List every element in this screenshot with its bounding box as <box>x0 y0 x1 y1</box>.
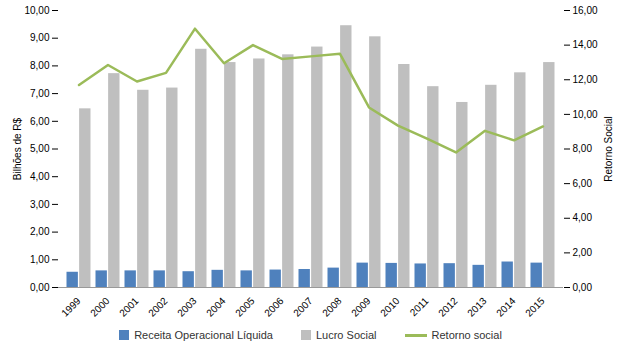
svg-text:1,00: 1,00 <box>30 254 50 265</box>
svg-text:6,00: 6,00 <box>30 116 50 127</box>
svg-text:2004: 2004 <box>204 295 228 319</box>
svg-text:2,00: 2,00 <box>573 247 593 258</box>
svg-text:2007: 2007 <box>291 295 315 319</box>
svg-text:2010: 2010 <box>378 295 402 319</box>
svg-text:2014: 2014 <box>494 295 518 319</box>
svg-text:12,00: 12,00 <box>573 74 598 85</box>
svg-text:2005: 2005 <box>233 295 257 319</box>
svg-text:7,00: 7,00 <box>30 88 50 99</box>
svg-text:10,00: 10,00 <box>573 109 598 120</box>
svg-text:14,00: 14,00 <box>573 39 598 50</box>
svg-text:2001: 2001 <box>117 295 141 319</box>
svg-text:2002: 2002 <box>146 295 170 319</box>
svg-text:2013: 2013 <box>465 295 489 319</box>
svg-text:3,00: 3,00 <box>30 199 50 210</box>
svg-text:2012: 2012 <box>436 295 460 319</box>
svg-text:6,00: 6,00 <box>573 178 593 189</box>
svg-text:2000: 2000 <box>88 295 112 319</box>
svg-text:4,00: 4,00 <box>30 171 50 182</box>
svg-text:4,00: 4,00 <box>573 212 593 223</box>
html-text:Retorno social: Retorno social <box>431 329 502 341</box>
svg-text:1999: 1999 <box>59 295 83 319</box>
svg-text:0,00: 0,00 <box>30 282 50 293</box>
svg-text:Bilhões de R$: Bilhões de R$ <box>12 117 23 180</box>
svg-text:0,00: 0,00 <box>573 282 593 293</box>
html-text:Lucro Social: Lucro Social <box>316 329 377 341</box>
svg-text:10,00: 10,00 <box>24 5 49 16</box>
svg-text:2,00: 2,00 <box>30 226 50 237</box>
svg-text:16,00: 16,00 <box>573 5 598 16</box>
svg-text:Retorno Social: Retorno Social <box>603 116 614 182</box>
svg-text:8,00: 8,00 <box>30 60 50 71</box>
svg-text:8,00: 8,00 <box>573 143 593 154</box>
svg-text:2003: 2003 <box>175 295 199 319</box>
svg-text:2009: 2009 <box>349 295 373 319</box>
html-text:Receita Operacional Líquida: Receita Operacional Líquida <box>134 329 273 341</box>
svg-text:2008: 2008 <box>320 295 344 319</box>
svg-text:5,00: 5,00 <box>30 143 50 154</box>
svg-text:2006: 2006 <box>262 295 286 319</box>
svg-text:9,00: 9,00 <box>30 32 50 43</box>
svg-text:2015: 2015 <box>523 295 547 319</box>
svg-text:2011: 2011 <box>408 295 431 318</box>
